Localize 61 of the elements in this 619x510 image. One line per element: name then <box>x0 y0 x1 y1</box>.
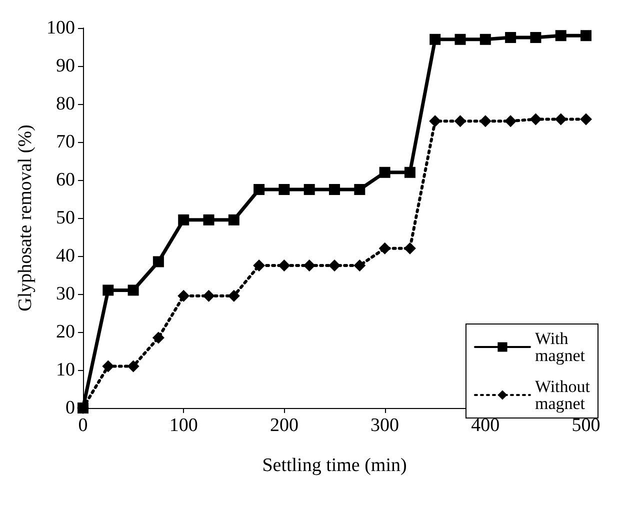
point <box>555 30 566 42</box>
point <box>429 115 442 128</box>
point <box>530 32 542 43</box>
legend-label: Without magnet <box>534 377 590 413</box>
y-tick-label: 30 <box>56 284 75 304</box>
y-axis-title: Glyphosate removal (%) <box>15 124 36 312</box>
point <box>454 115 466 128</box>
x-tick-label: 300 <box>370 415 400 436</box>
point <box>254 184 265 195</box>
point <box>580 30 592 42</box>
point <box>354 184 366 195</box>
point <box>404 166 416 178</box>
point <box>480 34 491 45</box>
point <box>329 184 340 195</box>
x-tick-label: 200 <box>270 415 298 436</box>
point <box>378 242 391 254</box>
point <box>530 113 542 126</box>
point <box>128 284 139 296</box>
y-tick-label: 20 <box>56 322 75 342</box>
point <box>278 260 290 272</box>
point <box>328 260 340 272</box>
point <box>303 260 316 272</box>
y-tick-label: 70 <box>56 132 75 152</box>
x-tick-label: 100 <box>169 415 198 436</box>
point <box>505 32 516 43</box>
point <box>354 260 366 272</box>
point <box>178 214 190 226</box>
point <box>278 184 290 195</box>
point <box>178 290 190 302</box>
y-tick-label: 80 <box>56 94 75 114</box>
y-tick-label: 50 <box>56 208 75 228</box>
point <box>580 113 592 126</box>
point <box>253 260 266 272</box>
x-axis-title: Settling time (min) <box>262 455 407 476</box>
x-tick-label: 500 <box>572 415 600 436</box>
legend-label: With magnet <box>534 329 586 365</box>
x-tick-label: 400 <box>471 415 500 436</box>
point <box>228 290 240 302</box>
point <box>379 166 390 178</box>
point <box>202 290 215 302</box>
y-tick-label: 10 <box>56 360 75 380</box>
point <box>504 115 517 128</box>
point <box>554 113 567 126</box>
point <box>152 332 164 344</box>
point <box>228 214 240 226</box>
y-tick-label: 0 <box>66 398 75 418</box>
point <box>304 184 315 195</box>
y-tick-label: 60 <box>56 170 75 190</box>
point <box>152 256 164 268</box>
y-tick-label: 90 <box>56 56 75 76</box>
point <box>430 34 441 45</box>
y-tick-label: 40 <box>56 246 75 266</box>
point <box>127 360 140 372</box>
point <box>404 242 416 254</box>
point <box>102 284 114 296</box>
x-tick-label: 0 <box>78 415 88 436</box>
point <box>102 360 114 372</box>
y-tick-label: 100 <box>46 18 75 38</box>
point <box>454 34 466 45</box>
point <box>203 214 214 226</box>
point <box>479 115 492 128</box>
